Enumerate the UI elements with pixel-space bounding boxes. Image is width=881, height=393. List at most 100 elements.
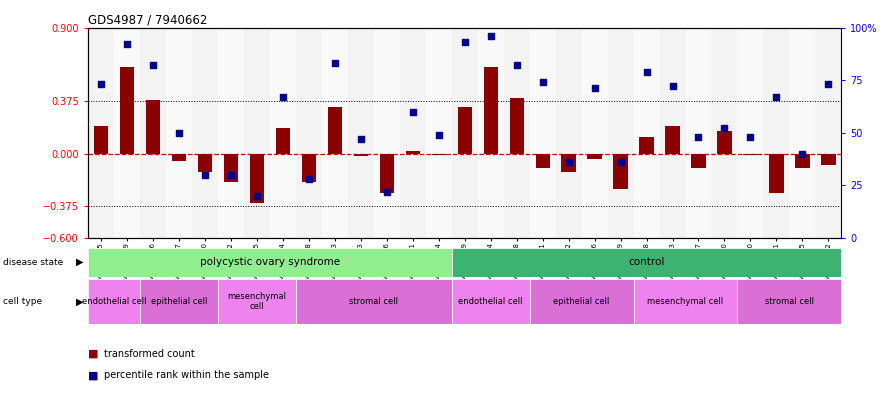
Point — [328, 60, 342, 66]
Bar — [712, 28, 737, 238]
Bar — [737, 28, 764, 238]
Bar — [276, 129, 290, 154]
Bar — [665, 126, 679, 154]
Bar — [88, 248, 452, 277]
Point — [588, 85, 602, 92]
Point — [198, 171, 212, 178]
Bar — [556, 28, 581, 238]
Text: cell type: cell type — [3, 298, 41, 306]
Text: ■: ■ — [88, 370, 99, 380]
Bar — [744, 154, 758, 155]
Point — [640, 68, 654, 75]
Point — [432, 132, 446, 138]
Bar — [821, 154, 835, 165]
Point — [796, 151, 810, 157]
Point — [120, 41, 134, 48]
Point — [276, 94, 290, 100]
Bar — [348, 28, 374, 238]
Bar — [613, 154, 628, 189]
Point — [458, 39, 472, 45]
Text: stromal cell: stromal cell — [765, 297, 814, 306]
Bar — [633, 28, 660, 238]
Bar — [94, 126, 108, 154]
Point — [561, 159, 575, 165]
Bar — [769, 154, 783, 193]
Point — [744, 134, 758, 140]
Text: polycystic ovary syndrome: polycystic ovary syndrome — [200, 257, 340, 267]
Bar — [478, 28, 504, 238]
Text: epithelial cell: epithelial cell — [553, 297, 610, 306]
Point — [717, 125, 731, 132]
Text: mesenchymal
cell: mesenchymal cell — [227, 292, 286, 311]
Point — [172, 129, 186, 136]
Point — [613, 159, 627, 165]
Bar — [218, 279, 296, 324]
Bar — [114, 28, 140, 238]
Bar — [536, 154, 550, 168]
Bar — [796, 154, 810, 168]
Bar — [120, 67, 134, 154]
Bar — [426, 28, 452, 238]
Bar — [166, 28, 192, 238]
Bar — [608, 28, 633, 238]
Point — [692, 134, 706, 140]
Bar — [452, 28, 478, 238]
Bar — [432, 154, 446, 155]
Bar — [685, 28, 712, 238]
Text: mesenchymal cell: mesenchymal cell — [648, 297, 723, 306]
Bar — [296, 279, 452, 324]
Bar — [633, 279, 737, 324]
Bar — [224, 154, 238, 182]
Point — [250, 193, 264, 199]
Bar — [328, 107, 342, 154]
Bar — [172, 154, 186, 161]
Text: transformed count: transformed count — [104, 349, 195, 359]
Text: epithelial cell: epithelial cell — [151, 297, 207, 306]
Bar — [380, 154, 394, 193]
Text: disease state: disease state — [3, 258, 63, 266]
Bar — [452, 279, 529, 324]
Bar — [509, 97, 524, 154]
Point — [94, 81, 108, 87]
Bar — [140, 279, 218, 324]
Bar — [640, 137, 654, 154]
Bar — [504, 28, 529, 238]
Point — [380, 188, 394, 195]
Bar — [140, 28, 166, 238]
Bar — [484, 67, 498, 154]
Point — [354, 136, 368, 142]
Bar — [660, 28, 685, 238]
Bar — [452, 248, 841, 277]
Point — [509, 62, 523, 68]
Text: ■: ■ — [88, 349, 99, 359]
Bar — [244, 28, 270, 238]
Bar — [296, 28, 322, 238]
Bar — [301, 154, 316, 182]
Bar — [529, 279, 633, 324]
Bar — [581, 28, 608, 238]
Bar — [588, 154, 602, 159]
Point — [484, 33, 498, 39]
Bar — [192, 28, 218, 238]
Bar — [353, 154, 368, 156]
Bar — [457, 107, 472, 154]
Bar — [529, 28, 556, 238]
Bar — [816, 28, 841, 238]
Point — [536, 79, 550, 85]
Bar — [789, 28, 816, 238]
Bar — [146, 100, 160, 154]
Text: control: control — [628, 257, 665, 267]
Text: endothelial cell: endothelial cell — [458, 297, 523, 306]
Point — [224, 171, 238, 178]
Point — [146, 62, 160, 68]
Text: percentile rank within the sample: percentile rank within the sample — [104, 370, 269, 380]
Text: ▶: ▶ — [76, 257, 83, 267]
Bar — [322, 28, 348, 238]
Bar — [218, 28, 244, 238]
Bar — [717, 131, 731, 154]
Bar — [561, 154, 576, 172]
Bar — [405, 151, 420, 154]
Text: ▶: ▶ — [76, 297, 83, 307]
Text: endothelial cell: endothelial cell — [82, 297, 146, 306]
Text: stromal cell: stromal cell — [350, 297, 398, 306]
